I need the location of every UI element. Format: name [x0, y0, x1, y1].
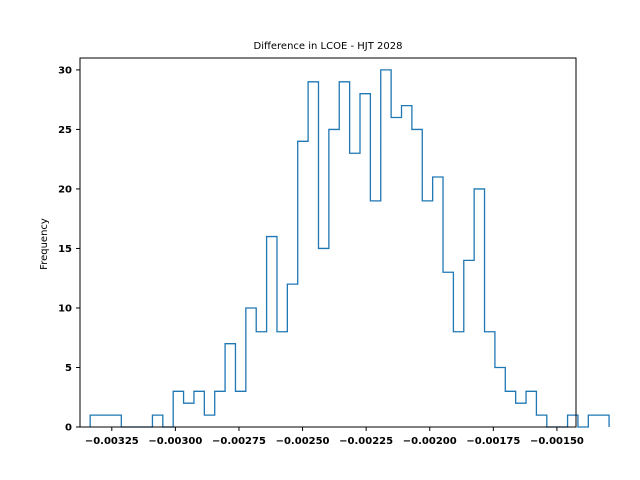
x-tick-label: −0.00175: [466, 436, 520, 447]
y-tick-label: 30: [58, 65, 72, 76]
y-tick-label: 10: [58, 303, 72, 314]
x-tick-label: −0.00325: [85, 436, 139, 447]
y-tick-label: 25: [58, 125, 72, 136]
x-tick-label: −0.00250: [276, 436, 330, 447]
y-tick-label: 0: [65, 423, 72, 434]
y-tick-label: 20: [58, 184, 72, 195]
y-tick-label: 5: [65, 363, 72, 374]
x-tick-label: −0.00300: [148, 436, 202, 447]
axis-ticks: −0.00325 −0.00300 −0.00275 −0.00250 −0.00225…: [58, 65, 584, 447]
x-tick-label: −0.00200: [403, 436, 457, 447]
x-tick-label: −0.00275: [212, 436, 266, 447]
x-tick-label: −0.00225: [339, 436, 393, 447]
chart-title: Difference in LCOE - HJT 2028: [254, 41, 403, 52]
y-axis-label: Frequency: [39, 218, 50, 270]
plot-frame: [79, 57, 577, 428]
x-tick-label: −0.00150: [530, 436, 584, 447]
histogram-series: [89, 69, 610, 428]
y-tick-label: 15: [58, 244, 72, 255]
